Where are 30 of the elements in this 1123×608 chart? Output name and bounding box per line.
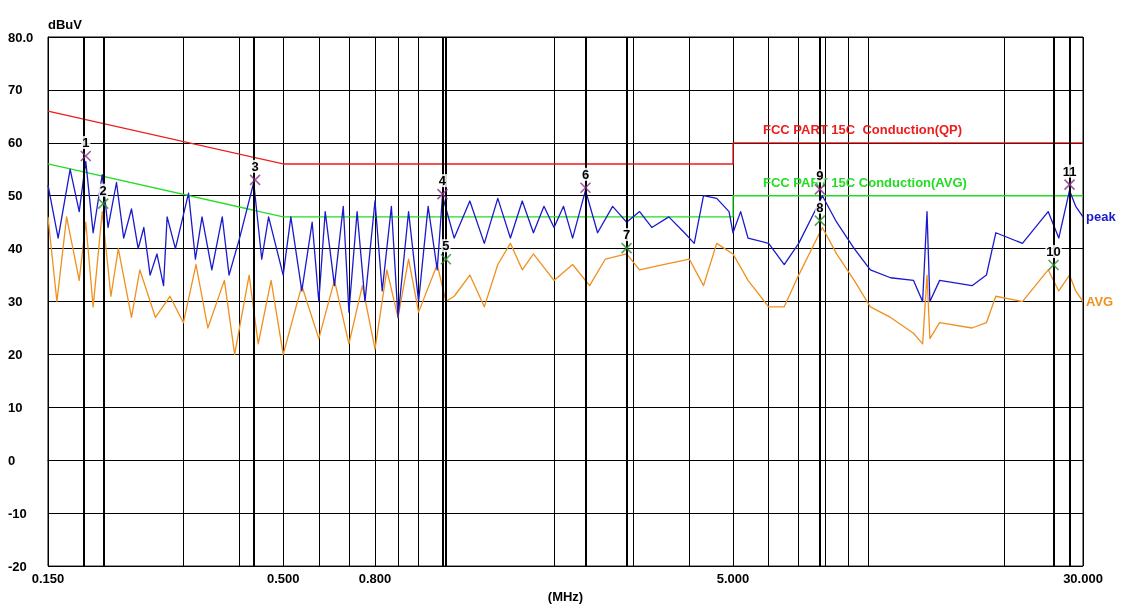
x-tick-label: 5.000 — [716, 571, 750, 587]
annotation: 4 — [438, 173, 447, 189]
y-tick-label: -10 — [8, 505, 27, 521]
y-tick-label: 50 — [8, 188, 23, 204]
x-tick-label: 0.800 — [358, 571, 392, 587]
annotation: 10 — [1046, 244, 1061, 260]
y-tick-label: 40 — [8, 241, 23, 257]
series-label: peak — [1086, 209, 1117, 225]
y-tick-label: 70 — [8, 82, 23, 98]
series-label: AVG — [1086, 294, 1114, 310]
y-tick-label: 30 — [8, 294, 23, 310]
annotation: 11 — [1062, 163, 1077, 179]
y-tick-label: 10 — [8, 399, 23, 415]
annotation: 2 — [99, 182, 107, 198]
y-tick-label: 60 — [8, 135, 23, 151]
annotation: 5 — [442, 238, 450, 254]
y-axis-title: dBuV — [48, 17, 83, 32]
y-tick-label: 0 — [8, 452, 16, 468]
x-tick-label: 30.000 — [1063, 571, 1103, 587]
y-tick-label: -20 — [8, 558, 27, 574]
x-tick-label: 0.500 — [266, 571, 300, 587]
annotation: 8 — [816, 199, 824, 215]
annotation: 7 — [622, 227, 631, 243]
x-axis-title: (MHz) — [547, 589, 584, 604]
annotation: 3 — [251, 158, 259, 174]
y-tick-label: 20 — [8, 346, 23, 362]
annotation: 6 — [581, 166, 590, 182]
x-tick-label: 0.150 — [31, 571, 65, 587]
annotation: 1 — [82, 135, 90, 151]
y-tick-label: 80.0 — [8, 29, 34, 45]
